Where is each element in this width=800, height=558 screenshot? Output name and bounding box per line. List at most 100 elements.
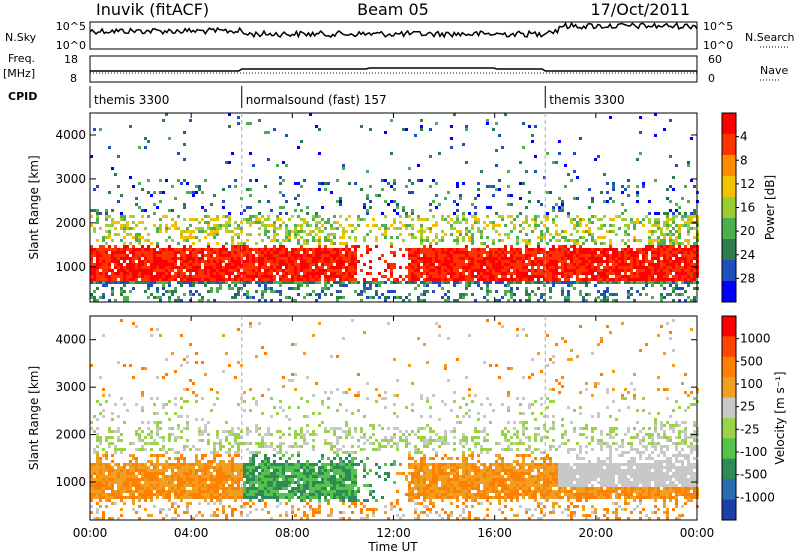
data-cell [603, 215, 606, 218]
data-cell [519, 275, 522, 278]
data-cell [156, 397, 159, 400]
data-cell [174, 260, 177, 263]
data-cell [219, 472, 222, 475]
data-cell [144, 137, 147, 140]
data-cell [465, 245, 468, 248]
data-cell [627, 194, 630, 197]
data-cell [219, 481, 222, 484]
data-cell [246, 272, 249, 275]
data-cell [582, 236, 585, 239]
data-cell [189, 278, 192, 281]
data-cell [102, 454, 105, 457]
data-cell [468, 266, 471, 269]
data-cell [615, 281, 618, 284]
data-cell [342, 233, 345, 236]
data-cell [462, 182, 465, 185]
data-cell [183, 260, 186, 263]
data-cell [408, 233, 411, 236]
data-cell [255, 478, 258, 481]
data-cell [429, 209, 432, 212]
data-cell [588, 218, 591, 221]
data-cell [174, 287, 177, 290]
data-cell [285, 224, 288, 227]
data-cell [141, 478, 144, 481]
data-cell [174, 254, 177, 257]
data-cell [177, 505, 180, 508]
data-cell [270, 281, 273, 284]
data-cell [495, 290, 498, 293]
data-cell [537, 248, 540, 251]
data-cell [627, 248, 630, 251]
data-cell [507, 266, 510, 269]
data-cell [93, 496, 96, 499]
data-cell [174, 451, 177, 454]
data-cell [126, 248, 129, 251]
data-cell [369, 260, 372, 263]
data-cell [414, 254, 417, 257]
data-cell [621, 254, 624, 257]
data-cell [567, 272, 570, 275]
data-cell [138, 281, 141, 284]
data-cell [210, 493, 213, 496]
data-cell [165, 278, 168, 281]
data-cell [189, 257, 192, 260]
data-cell [657, 239, 660, 242]
data-cell [330, 272, 333, 275]
data-cell [210, 266, 213, 269]
data-cell [684, 290, 687, 293]
data-cell [384, 224, 387, 227]
data-cell [150, 293, 153, 296]
data-cell [108, 230, 111, 233]
data-cell [519, 161, 522, 164]
data-cell [639, 116, 642, 119]
data-cell [501, 275, 504, 278]
data-cell [540, 296, 543, 299]
data-cell [438, 272, 441, 275]
data-cell [567, 248, 570, 251]
data-cell [297, 242, 300, 245]
data-cell [153, 254, 156, 257]
data-cell [672, 278, 675, 281]
data-cell [117, 251, 120, 254]
data-cell [153, 269, 156, 272]
data-cell [348, 182, 351, 185]
data-cell [402, 128, 405, 131]
data-cell [135, 239, 138, 242]
data-cell [102, 388, 105, 391]
data-cell [243, 218, 246, 221]
data-cell [444, 260, 447, 263]
data-cell [309, 278, 312, 281]
data-cell [330, 248, 333, 251]
data-cell [243, 463, 246, 466]
data-cell [366, 296, 369, 299]
data-cell [660, 275, 663, 278]
data-cell [144, 475, 147, 478]
data-cell [600, 251, 603, 254]
data-cell [144, 481, 147, 484]
data-cell [486, 122, 489, 125]
data-cell [684, 278, 687, 281]
data-cell [102, 484, 105, 487]
data-cell [183, 400, 186, 403]
data-cell [228, 224, 231, 227]
data-cell [600, 227, 603, 230]
data-cell [150, 463, 153, 466]
data-cell [432, 215, 435, 218]
data-cell [144, 257, 147, 260]
data-cell [183, 469, 186, 472]
data-cell [219, 287, 222, 290]
data-cell [645, 269, 648, 272]
data-cell [396, 296, 399, 299]
data-cell [279, 260, 282, 263]
data-cell [132, 469, 135, 472]
data-cell [270, 248, 273, 251]
data-cell [675, 257, 678, 260]
data-cell [216, 281, 219, 284]
data-cell [471, 227, 474, 230]
data-cell [339, 251, 342, 254]
data-cell [294, 230, 297, 233]
data-cell [627, 269, 630, 272]
data-cell [522, 260, 525, 263]
data-cell [456, 242, 459, 245]
data-cell [159, 248, 162, 251]
